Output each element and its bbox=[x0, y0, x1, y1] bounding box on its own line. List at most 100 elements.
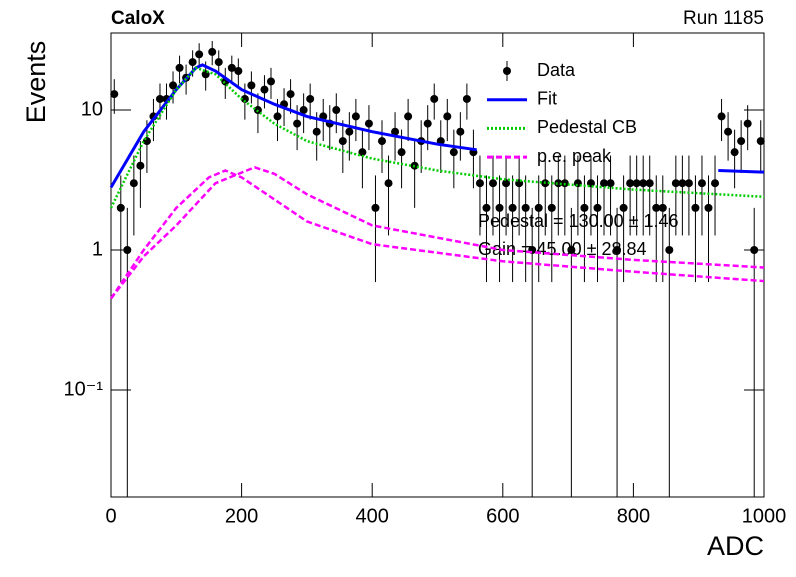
data-point bbox=[286, 90, 295, 99]
data-point bbox=[626, 179, 635, 188]
data-point bbox=[358, 148, 367, 157]
data-point bbox=[234, 67, 243, 76]
y-tick-label: 10⁻¹ bbox=[64, 378, 104, 400]
data-point bbox=[567, 246, 576, 255]
annotation: Gain = 45.00 ± 28.84 bbox=[478, 239, 647, 259]
chart-subtitle: Run 1185 bbox=[683, 8, 764, 29]
x-tick-label: 200 bbox=[225, 505, 258, 527]
data-point bbox=[691, 203, 700, 212]
x-tick-label: 600 bbox=[486, 505, 519, 527]
data-point bbox=[377, 137, 386, 146]
data-point bbox=[136, 161, 145, 170]
y-axis-label: Events bbox=[21, 41, 51, 124]
data-point bbox=[116, 203, 125, 212]
data-point bbox=[704, 203, 713, 212]
data-point bbox=[299, 106, 308, 115]
chart-title: CaloX bbox=[111, 8, 165, 29]
data-point bbox=[678, 179, 687, 188]
data-point bbox=[756, 137, 765, 146]
data-point bbox=[240, 94, 249, 103]
data-point bbox=[606, 179, 615, 188]
x-tick-label: 400 bbox=[356, 505, 389, 527]
data-point bbox=[247, 81, 256, 90]
data-point bbox=[449, 148, 458, 157]
data-point bbox=[155, 94, 164, 103]
data-point bbox=[430, 94, 439, 103]
data-point bbox=[475, 179, 484, 188]
data-point bbox=[312, 127, 321, 136]
curve bbox=[109, 169, 765, 300]
data-point bbox=[743, 119, 752, 128]
data-point bbox=[169, 81, 178, 90]
plot-frame bbox=[110, 32, 765, 498]
data-point bbox=[371, 203, 380, 212]
data-point bbox=[482, 203, 491, 212]
data-point bbox=[123, 246, 132, 255]
data-point bbox=[495, 203, 504, 212]
data-point bbox=[266, 77, 275, 86]
data-point bbox=[711, 179, 720, 188]
data-point bbox=[456, 127, 465, 136]
data-point bbox=[502, 179, 511, 188]
data-point bbox=[338, 137, 347, 146]
data-point bbox=[351, 112, 360, 121]
x-tick-label: 0 bbox=[105, 505, 116, 527]
data-point bbox=[593, 203, 602, 212]
x-axis-label: ADC bbox=[707, 531, 764, 561]
data-point bbox=[547, 203, 556, 212]
data-point bbox=[273, 112, 282, 121]
data-point bbox=[730, 148, 739, 157]
data-point bbox=[521, 203, 530, 212]
data-point bbox=[600, 179, 609, 188]
data-point bbox=[188, 58, 197, 67]
legend-label: Data bbox=[537, 60, 576, 80]
data-point bbox=[632, 179, 641, 188]
data-point bbox=[750, 246, 759, 255]
y-tick-label: 10 bbox=[81, 98, 103, 120]
curve bbox=[109, 63, 765, 189]
data-point bbox=[306, 94, 315, 103]
x-tick-label: 1000 bbox=[742, 505, 787, 527]
data-point bbox=[260, 85, 269, 94]
data-point bbox=[175, 63, 184, 72]
data-point bbox=[737, 137, 746, 146]
data-point bbox=[489, 179, 498, 188]
data-point bbox=[214, 58, 223, 67]
data-point bbox=[227, 63, 236, 72]
data-point bbox=[384, 179, 393, 188]
data-point bbox=[208, 47, 217, 56]
x-tick-label: 800 bbox=[617, 505, 650, 527]
legend-label: Fit bbox=[537, 88, 557, 108]
data-point bbox=[645, 179, 654, 188]
data-point bbox=[443, 112, 452, 121]
legend-marker bbox=[503, 67, 511, 75]
data-point bbox=[364, 119, 373, 128]
data-point bbox=[129, 179, 138, 188]
data-point bbox=[404, 112, 413, 121]
data-point bbox=[462, 94, 471, 103]
data-point bbox=[293, 119, 302, 128]
data-point bbox=[534, 203, 543, 212]
data-point bbox=[658, 203, 667, 212]
data-point bbox=[391, 127, 400, 136]
data-point bbox=[724, 127, 733, 136]
data-point bbox=[554, 179, 563, 188]
data-point bbox=[671, 179, 680, 188]
data-point bbox=[619, 203, 628, 212]
curve bbox=[110, 165, 765, 300]
data-point bbox=[684, 179, 693, 188]
data-point bbox=[613, 246, 622, 255]
legend-label: Pedestal CB bbox=[537, 117, 637, 137]
data-point bbox=[652, 203, 661, 212]
data-point bbox=[665, 246, 674, 255]
data-point bbox=[508, 203, 517, 212]
data-point bbox=[717, 112, 726, 121]
data-point bbox=[397, 148, 406, 157]
data-point bbox=[423, 119, 432, 128]
data-point bbox=[697, 179, 706, 188]
y-tick-label: 1 bbox=[92, 238, 103, 260]
data-point bbox=[639, 179, 648, 188]
data-point bbox=[332, 106, 341, 115]
